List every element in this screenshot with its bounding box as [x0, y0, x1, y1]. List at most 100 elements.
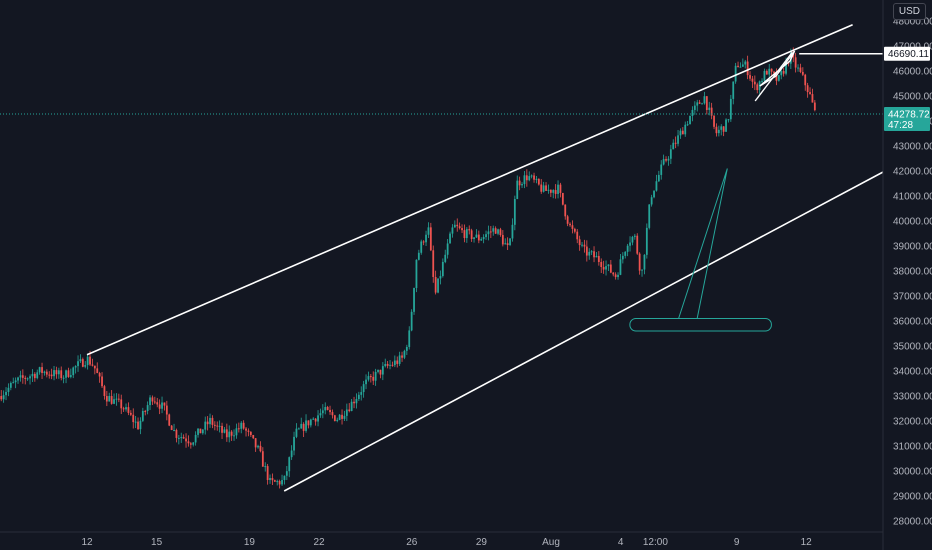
candle-body [655, 181, 658, 191]
price-axis[interactable] [883, 0, 932, 532]
candle-body [696, 102, 699, 106]
candle-body [458, 226, 461, 229]
candle-body [614, 274, 617, 278]
candle-body [547, 189, 550, 191]
candle-body [429, 227, 432, 251]
candle-body [2, 395, 5, 400]
candle-body [77, 361, 79, 367]
currency-badge[interactable]: USD [892, 3, 926, 20]
candle-body [492, 228, 495, 232]
candle-body [213, 424, 216, 426]
candle-body [62, 377, 65, 379]
price-tick-label: 43000.00 [893, 142, 932, 153]
candle-body [809, 92, 811, 95]
candle-body [739, 66, 742, 68]
candle-body [317, 415, 319, 422]
candle-body [770, 68, 773, 72]
candle-body [357, 394, 360, 400]
drawing-layer[interactable] [86, 24, 900, 492]
candle-body [545, 185, 547, 191]
time-tick-label: 4 [618, 537, 624, 548]
price-tick-label: 31000.00 [893, 442, 932, 453]
price-tick-label: 30000.00 [893, 467, 932, 478]
candle-body [612, 272, 615, 275]
candle-body [12, 382, 15, 384]
candle-body [283, 475, 286, 481]
candle-body [113, 399, 115, 404]
candle-body [379, 369, 382, 375]
candle-body [463, 230, 466, 239]
price-axis-ticks: 28000.00 29000.00 30000.00 31000.00 32000.00… [893, 17, 932, 528]
candle-body [672, 142, 675, 150]
time-tick-label: 15 [151, 537, 163, 548]
candle-body [441, 261, 444, 277]
candle-body [609, 264, 612, 273]
candle-body [149, 397, 151, 406]
candle-body [31, 373, 34, 377]
candle-body [146, 405, 149, 412]
candle-body [629, 242, 631, 246]
candle-body [660, 164, 663, 175]
time-axis[interactable] [0, 532, 883, 550]
candle-body [235, 428, 238, 436]
candle-body [761, 80, 763, 82]
candle-body [569, 223, 571, 226]
candle-body [204, 421, 207, 430]
candle-body [571, 225, 574, 229]
candle-body [626, 245, 629, 252]
candle-body [753, 81, 756, 85]
time-tick-label: 19 [244, 537, 256, 548]
candle-body [681, 130, 684, 135]
candle-body [26, 378, 29, 380]
candle-body [415, 259, 418, 288]
candle-body [777, 75, 780, 81]
candle-body [593, 251, 595, 258]
candle-body [737, 65, 739, 67]
candle-body [278, 481, 281, 485]
candle-body [710, 107, 713, 116]
candle-body [506, 243, 509, 246]
last-price-label: 44278.72 [888, 110, 930, 121]
candle-body [799, 67, 802, 72]
candle-body [86, 356, 89, 366]
candle-body [209, 417, 211, 425]
candle-body [578, 239, 581, 246]
candle-body [384, 363, 387, 367]
candle-body [237, 428, 240, 430]
candle-body [187, 441, 190, 444]
candle-body [657, 174, 660, 182]
candle-body [559, 184, 562, 193]
candle-body [398, 355, 401, 364]
candle-body [396, 360, 399, 364]
candle-body [717, 129, 720, 134]
candle-body [461, 228, 463, 231]
candle-body [93, 365, 96, 369]
candle-body [333, 415, 336, 422]
candle-body [653, 190, 655, 198]
candle-body [600, 261, 603, 268]
candle-body [806, 85, 809, 93]
candle-body [199, 428, 202, 434]
candle-body [369, 376, 372, 378]
price-tick-label: 33000.00 [893, 392, 932, 403]
candle-body [240, 422, 243, 429]
candle-body [29, 376, 31, 379]
candle-body [233, 435, 235, 437]
candle-body [456, 224, 459, 227]
candle-body [573, 228, 576, 232]
candle-body [564, 204, 567, 217]
price-tick-label: 29000.00 [893, 492, 932, 503]
candle-body [768, 68, 771, 75]
candle-body [0, 396, 3, 400]
candle-body [720, 126, 723, 130]
candle-body [144, 410, 147, 412]
candle-body [811, 94, 814, 103]
candle-body [151, 397, 154, 402]
candle-body [689, 115, 691, 125]
candle-body [163, 402, 166, 406]
candle-body [141, 410, 144, 421]
time-tick-label: 22 [313, 537, 325, 548]
candle-body [566, 216, 569, 224]
candle-body [413, 287, 415, 312]
